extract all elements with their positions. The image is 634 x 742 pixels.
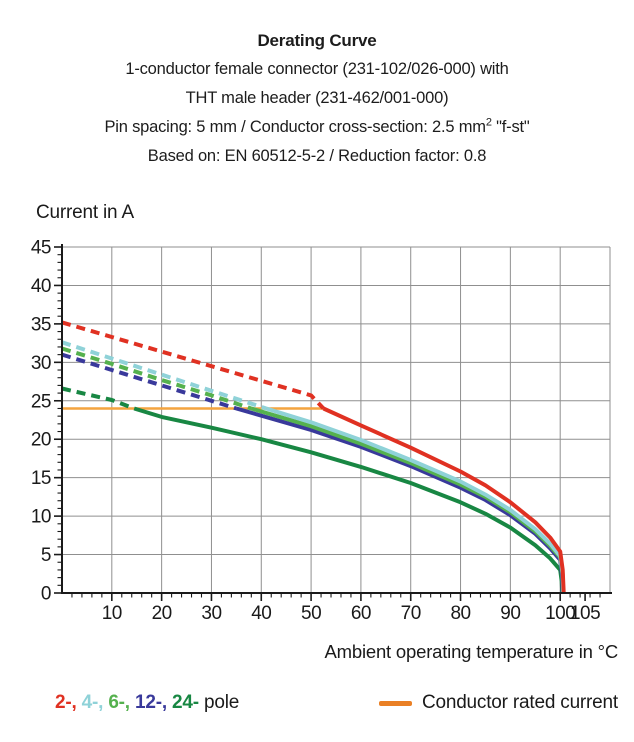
y-tick-label: 0 <box>41 584 51 605</box>
spec-text: Pin spacing: 5 mm / Conductor cross-sect… <box>104 118 486 136</box>
legend-rated: Conductor rated current <box>378 692 618 714</box>
chart-title: Derating Curve <box>257 31 377 50</box>
x-tick-label: 70 <box>401 603 421 624</box>
series-24-pole-solid <box>133 406 565 594</box>
legend-pole-suffix: pole <box>198 692 240 713</box>
legend-pole: 2-, 4-, 6-, 12-, 24- pole <box>55 692 239 714</box>
legend-pole-item-24: 24- <box>172 692 199 713</box>
y-tick-label: 15 <box>31 468 51 489</box>
y-tick-label: 5 <box>41 545 51 566</box>
spec-superscript: 2 <box>485 116 492 129</box>
chart-subtitle-connector: 1-conductor female connector (231-102/02… <box>125 60 509 78</box>
series-12-pole-solid <box>235 406 565 594</box>
legend-pole-item-6: 6-, <box>108 692 135 713</box>
x-tick-label: 80 <box>450 603 470 624</box>
spec-text-suffix: "f-st" <box>491 118 530 136</box>
x-tick-label: 30 <box>201 603 221 624</box>
y-tick-label: 30 <box>31 353 51 374</box>
series-2-pole-solid <box>322 406 566 594</box>
x-tick-label: 100 <box>545 603 575 624</box>
series-2-pole-dashed <box>61 320 325 410</box>
x-tick-label: 90 <box>500 603 520 624</box>
y-tick-label: 25 <box>31 391 51 412</box>
legend-pole-item-2: 2-, <box>55 692 82 713</box>
rated-current-label: Conductor rated current <box>421 692 618 713</box>
y-tick-label: 35 <box>31 314 51 335</box>
series-6-pole-solid <box>250 406 566 594</box>
series-24-pole-dashed <box>61 386 135 411</box>
chart-subtitle-basis: Based on: EN 60512-5-2 / Reduction facto… <box>147 147 487 165</box>
y-tick-label: 45 <box>31 238 51 259</box>
y-tick-label: 10 <box>31 507 51 528</box>
series-12-pole-dashed <box>61 352 237 411</box>
chart-subtitle-spec: Pin spacing: 5 mm / Conductor cross-sect… <box>0 113 634 142</box>
x-tick-label: 105 <box>570 603 600 624</box>
x-axis-title: Ambient operating temperature in °C <box>324 641 619 662</box>
legend-pole-item-4: 4-, <box>81 692 109 713</box>
series-6-pole-dashed <box>61 346 252 411</box>
x-tick-label: 20 <box>152 603 172 624</box>
rated-current-swatch <box>378 700 412 706</box>
legend-pole-items: 2-, 4-, 6-, 12-, 24- <box>55 692 199 713</box>
y-tick-label: 20 <box>31 430 51 451</box>
y-axis-title: Current in A <box>36 202 134 223</box>
x-tick-label: 50 <box>301 603 321 624</box>
y-tick-label: 40 <box>31 276 51 297</box>
series-4-pole-dashed <box>61 340 267 411</box>
x-tick-label: 60 <box>351 603 371 624</box>
chart-subtitle-header: THT male header (231-462/001-000) <box>185 89 449 107</box>
legend-pole-item-12: 12-, <box>134 692 172 713</box>
chart-header: Derating Curve 1-conductor female connec… <box>0 26 634 171</box>
x-tick-label: 40 <box>251 603 271 624</box>
x-tick-label: 10 <box>102 603 122 624</box>
